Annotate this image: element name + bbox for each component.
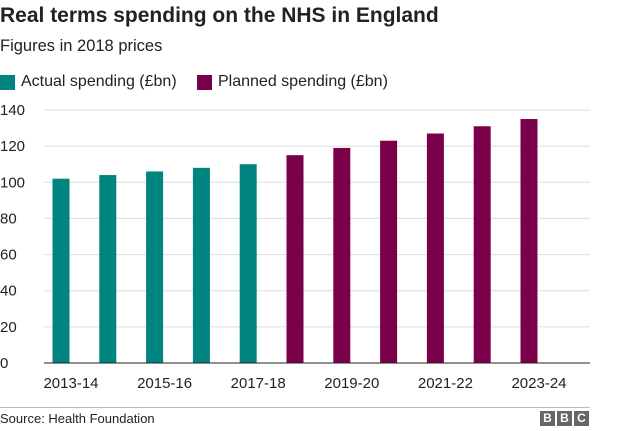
x-tick-label: 2013-14 (43, 375, 98, 392)
y-tick-label: 80 (0, 210, 17, 227)
y-tick-label: 40 (0, 283, 17, 300)
bar (192, 167, 210, 363)
legend-swatch-planned (197, 74, 212, 90)
x-tick-label: 2015-16 (137, 375, 192, 392)
x-tick-label: 2023-24 (511, 375, 566, 392)
bar (52, 178, 70, 363)
bar (473, 126, 491, 363)
bbc-logo: B B C (540, 411, 591, 426)
x-tick-label: 2017-18 (231, 375, 286, 392)
y-tick-label: 60 (0, 247, 17, 264)
source-note: Source: Health Foundation (0, 411, 155, 426)
bar (146, 171, 164, 363)
y-tick-label: 20 (0, 319, 17, 336)
bar (333, 147, 351, 363)
x-tick-label: 2019-20 (324, 375, 379, 392)
bar (520, 119, 538, 364)
bar (239, 164, 257, 363)
bbc-logo-letter: B (557, 411, 572, 426)
x-tick-label: 2021-22 (418, 375, 473, 392)
y-tick-label: 100 (0, 174, 25, 191)
bbc-logo-letter: B (540, 411, 555, 426)
footer-divider (0, 407, 590, 408)
bar (99, 175, 117, 363)
legend-label-planned: Planned spending (£bn) (218, 73, 388, 90)
bbc-logo-letter: C (574, 411, 589, 426)
chart-title: Real terms spending on the NHS in Englan… (0, 4, 439, 27)
legend-item-actual: Actual spending (£bn) (0, 73, 177, 91)
bar (426, 133, 444, 363)
legend-item-planned: Planned spending (£bn) (197, 73, 388, 91)
chart-subtitle: Figures in 2018 prices (0, 37, 163, 55)
y-tick-label: 0 (0, 355, 8, 372)
legend-swatch-actual (0, 74, 15, 90)
bar (286, 155, 304, 363)
legend-label-actual: Actual spending (£bn) (21, 73, 177, 90)
bar-chart: 0 20 40 60 80 100 120 140 2013-14 2015-16 2017-18 2… (0, 102, 590, 392)
bar (380, 140, 398, 363)
y-tick-label: 120 (0, 138, 25, 155)
y-tick-label: 140 (0, 102, 25, 119)
